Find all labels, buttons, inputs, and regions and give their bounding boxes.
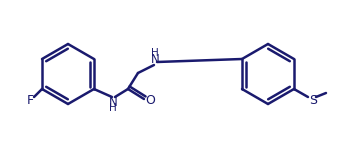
- Text: F: F: [26, 93, 34, 106]
- Text: H: H: [151, 48, 159, 58]
- Text: S: S: [309, 93, 317, 106]
- Text: N: N: [109, 96, 117, 108]
- Text: O: O: [145, 95, 155, 107]
- Text: H: H: [109, 103, 117, 113]
- Text: N: N: [151, 52, 159, 66]
